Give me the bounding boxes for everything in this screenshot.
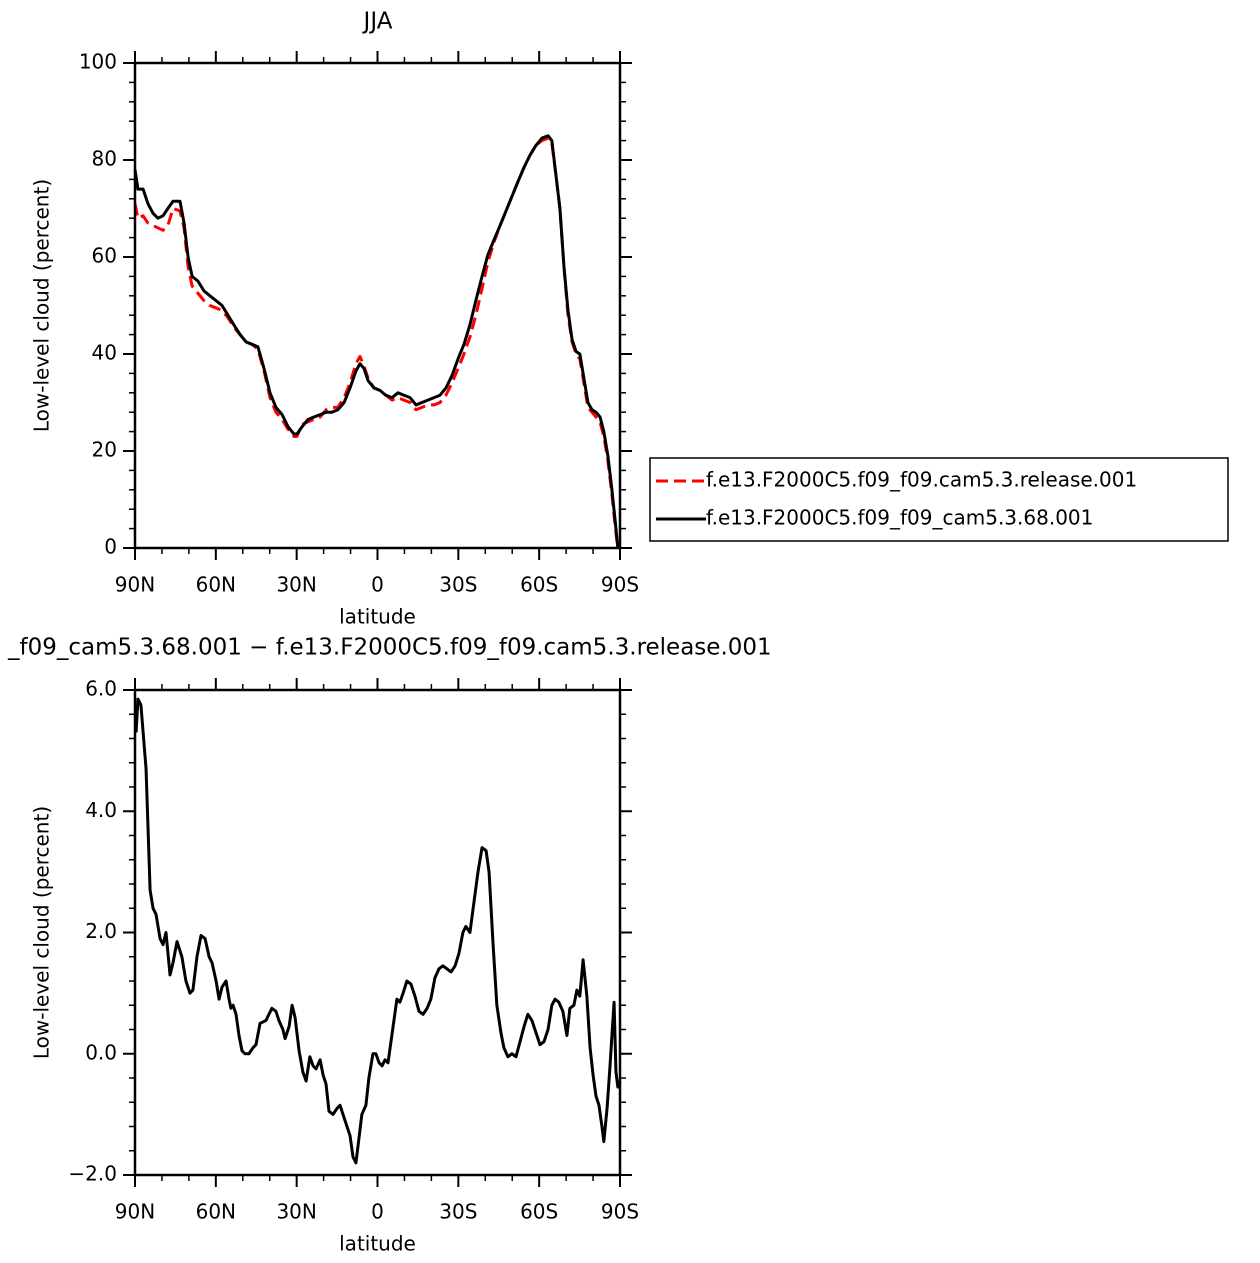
plot-frame — [133, 688, 622, 1177]
y-tick-label: 40 — [92, 341, 117, 365]
y-axis-label: Low-level cloud (percent) — [30, 806, 54, 1059]
x-tick-label: 60N — [196, 573, 236, 597]
y-tick-label: 80 — [92, 147, 117, 171]
x-tick-label: 30N — [276, 573, 316, 597]
y-tick-label: 60 — [92, 244, 117, 268]
y-tick-label: 4.0 — [85, 798, 117, 822]
y-tick-label: −2.0 — [68, 1162, 117, 1186]
x-tick-label: 90N — [115, 573, 155, 597]
x-tick-label: 30N — [276, 1200, 316, 1224]
x-tick-label: 30S — [439, 1200, 477, 1224]
x-tick-label: 90S — [601, 573, 639, 597]
x-tick-label: 90N — [115, 1200, 155, 1224]
x-tick-label: 60S — [520, 1200, 558, 1224]
data-line — [134, 697, 622, 1165]
y-tick-label: 2.0 — [85, 919, 117, 943]
x-tick-label: 0 — [371, 1200, 384, 1224]
x-tick-label: 60N — [196, 1200, 236, 1224]
y-tick-label: 0 — [104, 535, 117, 559]
y-tick-label: 100 — [79, 50, 117, 74]
x-axis-label: latitude — [339, 1232, 416, 1256]
y-tick-label: 0.0 — [85, 1040, 117, 1064]
x-tick-label: 0 — [371, 573, 384, 597]
x-tick-label: 60S — [520, 573, 558, 597]
x-tick-label: 30S — [439, 573, 477, 597]
plot-frame — [133, 61, 622, 550]
legend-box — [649, 457, 1229, 542]
y-tick-label: 6.0 — [85, 677, 117, 701]
data-line — [133, 136, 620, 549]
legend-label: f.e13.F2000C5.f09_f09.cam5.3.release.001 — [706, 468, 1137, 492]
legend-label: f.e13.F2000C5.f09_f09_cam5.3.68.001 — [706, 506, 1093, 530]
x-tick-label: 90S — [601, 1200, 639, 1224]
x-axis-label: latitude — [339, 605, 416, 629]
data-line — [133, 134, 620, 549]
y-tick-label: 20 — [92, 438, 117, 462]
y-axis-label: Low-level cloud (percent) — [30, 179, 54, 432]
chart-title: JJA — [362, 9, 393, 35]
chart-title: _f09_cam5.3.68.001 − f.e13.F2000C5.f09_f… — [7, 635, 772, 661]
